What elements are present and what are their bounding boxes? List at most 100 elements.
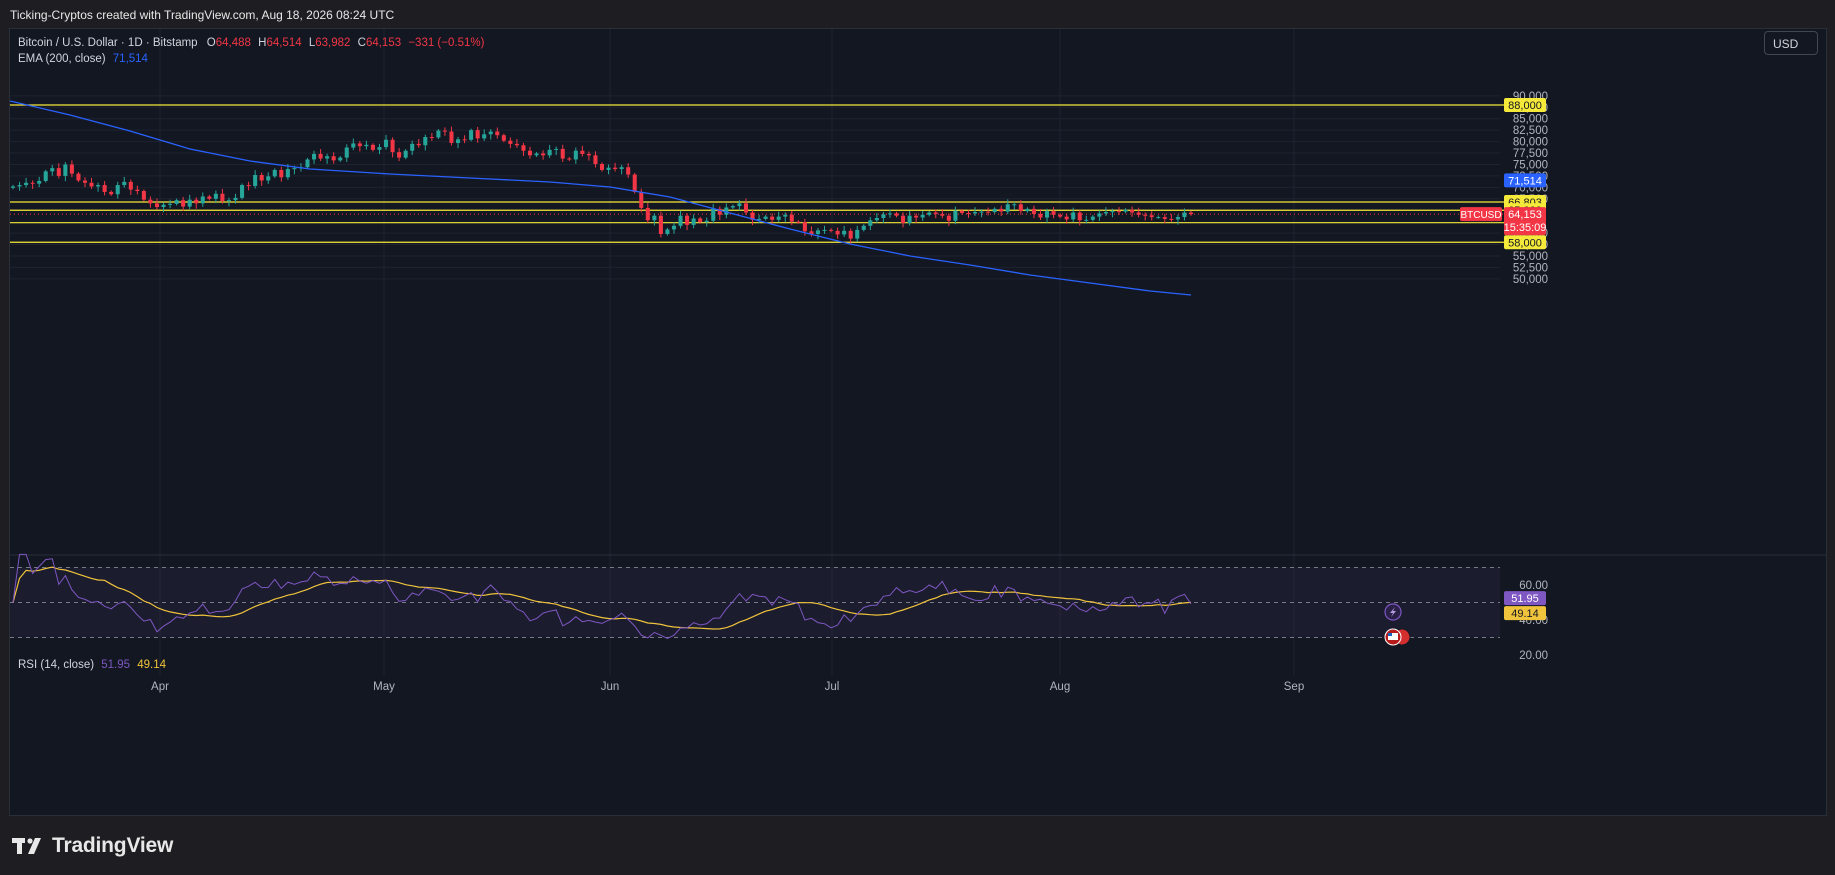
candle-body[interactable] [312,153,317,160]
candle-body[interactable] [848,230,853,239]
candle-body[interactable] [743,203,749,213]
candle-body[interactable] [757,218,762,220]
candle-body[interactable] [698,218,703,223]
rsi-ma-line[interactable] [12,566,1192,630]
candle-body[interactable] [1025,208,1030,212]
candle-body[interactable] [1097,213,1102,217]
candle-body[interactable] [855,229,860,239]
candle-body[interactable] [220,193,225,202]
candle-body[interactable] [423,137,428,146]
candle-body[interactable] [442,130,447,132]
candle-body[interactable] [351,143,356,148]
candle-body[interactable] [174,200,179,204]
candle-body[interactable] [331,156,336,161]
candle-body[interactable] [128,181,133,190]
candle-body[interactable] [632,174,637,192]
candle-body[interactable] [69,164,74,174]
candle-body[interactable] [835,230,840,235]
candle-body[interactable] [508,140,513,144]
candle-body[interactable] [240,185,245,198]
candle-body[interactable] [986,211,991,213]
candle-body[interactable] [874,218,879,221]
candle-body[interactable] [730,206,735,208]
candle-body[interactable] [560,148,565,159]
candle-body[interactable] [455,139,461,143]
candle-body[interactable] [547,149,552,156]
tradingview-logo[interactable]: TradingView [12,834,173,858]
candle-body[interactable] [115,185,120,195]
candle-body[interactable] [279,169,284,178]
candle-body[interactable] [1123,209,1128,212]
candle-body[interactable] [226,200,231,202]
candle-body[interactable] [501,135,506,141]
candle-body[interactable] [233,197,238,201]
rsi-line[interactable] [12,553,1192,640]
candle-body[interactable] [946,215,951,221]
candle-body[interactable] [272,169,277,177]
candle-body[interactable] [37,180,42,184]
candle-body[interactable] [606,167,611,170]
candle-body[interactable] [141,191,146,200]
candle-body[interactable] [187,199,192,207]
candle-body[interactable] [213,193,218,199]
candle-body[interactable] [246,185,251,187]
candle-body[interactable] [514,143,519,146]
candle-body[interactable] [887,213,892,215]
candle-body[interactable] [1103,212,1108,214]
candle-body[interactable] [1136,212,1141,215]
candle-body[interactable] [1051,211,1056,215]
candle-body[interactable] [181,200,186,207]
candle-body[interactable] [259,174,264,181]
candle-body[interactable] [168,203,173,205]
candle-body[interactable] [527,150,533,156]
candle-body[interactable] [1175,217,1180,220]
ema-label[interactable]: EMA (200, close) [18,53,106,65]
horizontal-levels[interactable] [10,104,1504,243]
candle-body[interactable] [200,196,205,204]
candle-body[interactable] [711,208,716,221]
candle-body[interactable] [776,216,781,220]
candle-body[interactable] [148,199,153,204]
candle-body[interactable] [1077,212,1082,221]
candle-body[interactable] [43,171,48,181]
candle-body[interactable] [384,139,389,148]
candle-body[interactable] [462,139,467,141]
candle-body[interactable] [1182,212,1187,218]
candle-body[interactable] [796,221,801,223]
candle-body[interactable] [829,229,834,231]
candle-body[interactable] [390,139,395,153]
candle-body[interactable] [1116,211,1122,213]
candle-body[interactable] [63,164,68,176]
candle-body[interactable] [861,225,866,230]
candle-body[interactable] [737,203,742,207]
candle-body[interactable] [482,134,487,139]
candle-body[interactable] [554,148,559,150]
candle-body[interactable] [789,214,794,222]
candle-body[interactable] [416,143,421,146]
candle-body[interactable] [285,169,290,178]
candle-body[interactable] [973,212,978,214]
candle-body[interactable] [881,214,886,219]
candle-body[interactable] [207,196,212,199]
candle-body[interactable] [842,230,847,235]
candle-body[interactable] [109,191,114,195]
chart-frame[interactable]: 90,00087,50085,00082,50080,00077,50075,0… [9,28,1827,816]
candle-body[interactable] [469,130,474,140]
rsi-label[interactable]: RSI (14, close) [18,659,95,671]
candle-body[interactable] [194,199,199,204]
candle-body[interactable] [665,229,670,235]
candle-body[interactable] [639,191,644,208]
candle-body[interactable] [1018,204,1023,212]
candle-body[interactable] [488,131,493,135]
candle-body[interactable] [1044,211,1050,218]
candle-body[interactable] [1005,204,1010,212]
candle-body[interactable] [161,204,166,208]
candle-body[interactable] [619,167,624,170]
candle-body[interactable] [541,153,546,156]
candle-body[interactable] [586,153,591,156]
candle-body[interactable] [678,215,683,226]
candle-body[interactable] [645,207,650,221]
candle-body[interactable] [992,208,997,213]
candle-body[interactable] [1031,208,1036,214]
candle-body[interactable] [357,143,362,147]
